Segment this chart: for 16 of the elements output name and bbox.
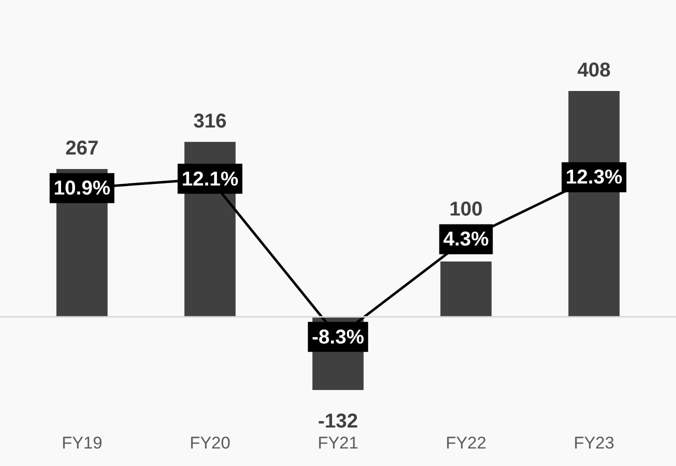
x-tick-label: FY23 bbox=[574, 433, 614, 452]
data-label: -132 bbox=[318, 410, 358, 432]
x-tick-label: FY22 bbox=[446, 433, 486, 452]
x-tick-label: FY21 bbox=[318, 433, 358, 452]
data-label: -8.3% bbox=[312, 326, 364, 348]
data-label: 4.3% bbox=[443, 228, 490, 251]
data-label: 100 bbox=[449, 198, 483, 221]
data-label: 12.3% bbox=[566, 166, 623, 189]
bar bbox=[440, 261, 492, 317]
data-label: 316 bbox=[193, 110, 227, 132]
x-tick-label: FY20 bbox=[190, 433, 230, 452]
data-label: 10.9% bbox=[54, 178, 111, 200]
data-label: 12.1% bbox=[182, 168, 239, 190]
data-label: 267 bbox=[65, 138, 99, 160]
x-tick-label: FY19 bbox=[62, 433, 102, 452]
data-label: 408 bbox=[577, 59, 611, 82]
